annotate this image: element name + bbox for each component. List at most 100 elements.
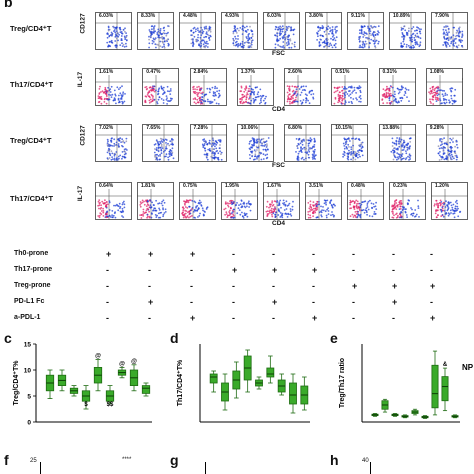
event-dot xyxy=(440,141,443,143)
event-dot xyxy=(400,210,402,213)
event-dot xyxy=(212,141,215,144)
event-dot xyxy=(402,139,405,142)
event-dot xyxy=(325,33,327,36)
event-dot xyxy=(450,212,452,214)
event-dot xyxy=(209,35,212,38)
event-dot xyxy=(214,140,217,142)
event-dot xyxy=(434,212,437,215)
event-dot xyxy=(447,201,450,204)
event-dot xyxy=(169,100,172,102)
event-dot xyxy=(201,146,204,149)
event-dot xyxy=(392,158,394,161)
event-dot xyxy=(102,202,105,205)
event-dot xyxy=(146,203,149,206)
event-dot xyxy=(455,158,458,161)
event-dot xyxy=(208,141,210,144)
event-dot xyxy=(149,86,152,89)
event-dot xyxy=(151,33,153,35)
event-dot xyxy=(384,96,387,98)
event-dot xyxy=(405,214,408,216)
event-dot xyxy=(252,97,254,100)
event-dot xyxy=(160,142,162,145)
gate-percentage: 7.65% xyxy=(146,125,161,131)
event-dot xyxy=(198,97,200,100)
event-dot xyxy=(163,46,166,49)
event-dot xyxy=(97,200,100,203)
event-dot xyxy=(398,156,401,159)
event-dot xyxy=(333,102,336,105)
event-dot xyxy=(166,97,169,99)
event-dot xyxy=(226,202,229,204)
event-dot xyxy=(301,143,304,146)
event-dot xyxy=(100,213,103,216)
event-dot xyxy=(333,37,336,39)
event-dot xyxy=(201,40,203,42)
event-dot xyxy=(110,158,113,161)
event-dot xyxy=(154,214,157,216)
event-dot xyxy=(337,93,340,96)
condition-sign: - xyxy=(312,281,315,291)
event-dot xyxy=(452,42,455,45)
event-dot xyxy=(163,91,166,93)
event-dot xyxy=(418,216,420,218)
event-dot xyxy=(247,39,249,42)
event-dot xyxy=(208,91,211,94)
event-dot xyxy=(443,102,446,105)
event-dot xyxy=(248,200,250,203)
event-dot xyxy=(125,152,127,155)
event-dot xyxy=(271,200,274,202)
event-dot xyxy=(184,209,187,212)
event-dot xyxy=(387,93,390,95)
event-dot xyxy=(261,144,264,147)
gate-percentage: 7.28% xyxy=(193,125,208,131)
event-dot xyxy=(372,203,375,205)
event-dot xyxy=(375,39,378,42)
event-dot xyxy=(205,40,208,43)
event-dot xyxy=(243,201,245,204)
condition-sign: - xyxy=(392,265,395,275)
event-dot xyxy=(276,32,279,35)
event-dot xyxy=(318,203,321,206)
event-dot xyxy=(140,214,143,216)
event-dot xyxy=(111,210,114,212)
event-dot xyxy=(188,216,190,219)
event-dot xyxy=(217,139,219,142)
event-dot xyxy=(324,199,327,202)
event-dot xyxy=(436,203,438,206)
event-dot xyxy=(253,100,256,102)
event-dot xyxy=(105,213,108,215)
event-dot xyxy=(371,215,374,218)
event-dot xyxy=(169,153,172,156)
event-dot xyxy=(248,147,251,150)
event-dot xyxy=(330,37,332,40)
event-dot xyxy=(229,209,231,212)
flow-plot xyxy=(95,124,132,162)
event-dot xyxy=(410,30,413,33)
event-dot xyxy=(343,142,345,145)
event-dot xyxy=(368,42,371,44)
event-dot xyxy=(332,203,335,206)
event-dot xyxy=(439,89,442,92)
event-dot xyxy=(139,201,142,203)
event-dot xyxy=(343,137,346,140)
event-dot xyxy=(216,152,219,155)
event-dot xyxy=(158,158,161,161)
event-dot xyxy=(374,34,377,37)
event-dot xyxy=(403,146,405,148)
condition-sign: + xyxy=(272,265,278,275)
event-dot xyxy=(396,204,399,207)
event-dot xyxy=(358,149,361,152)
event-dot xyxy=(246,101,249,104)
event-dot xyxy=(125,39,128,42)
event-dot xyxy=(370,202,373,205)
condition-sign: + xyxy=(430,313,436,323)
event-dot xyxy=(251,137,254,139)
event-dot xyxy=(348,149,351,152)
event-dot xyxy=(397,140,399,143)
event-dot xyxy=(449,137,451,140)
event-dot xyxy=(98,216,101,219)
event-dot xyxy=(265,210,268,213)
event-dot xyxy=(125,42,127,45)
event-dot xyxy=(121,151,124,153)
event-dot xyxy=(161,98,163,100)
